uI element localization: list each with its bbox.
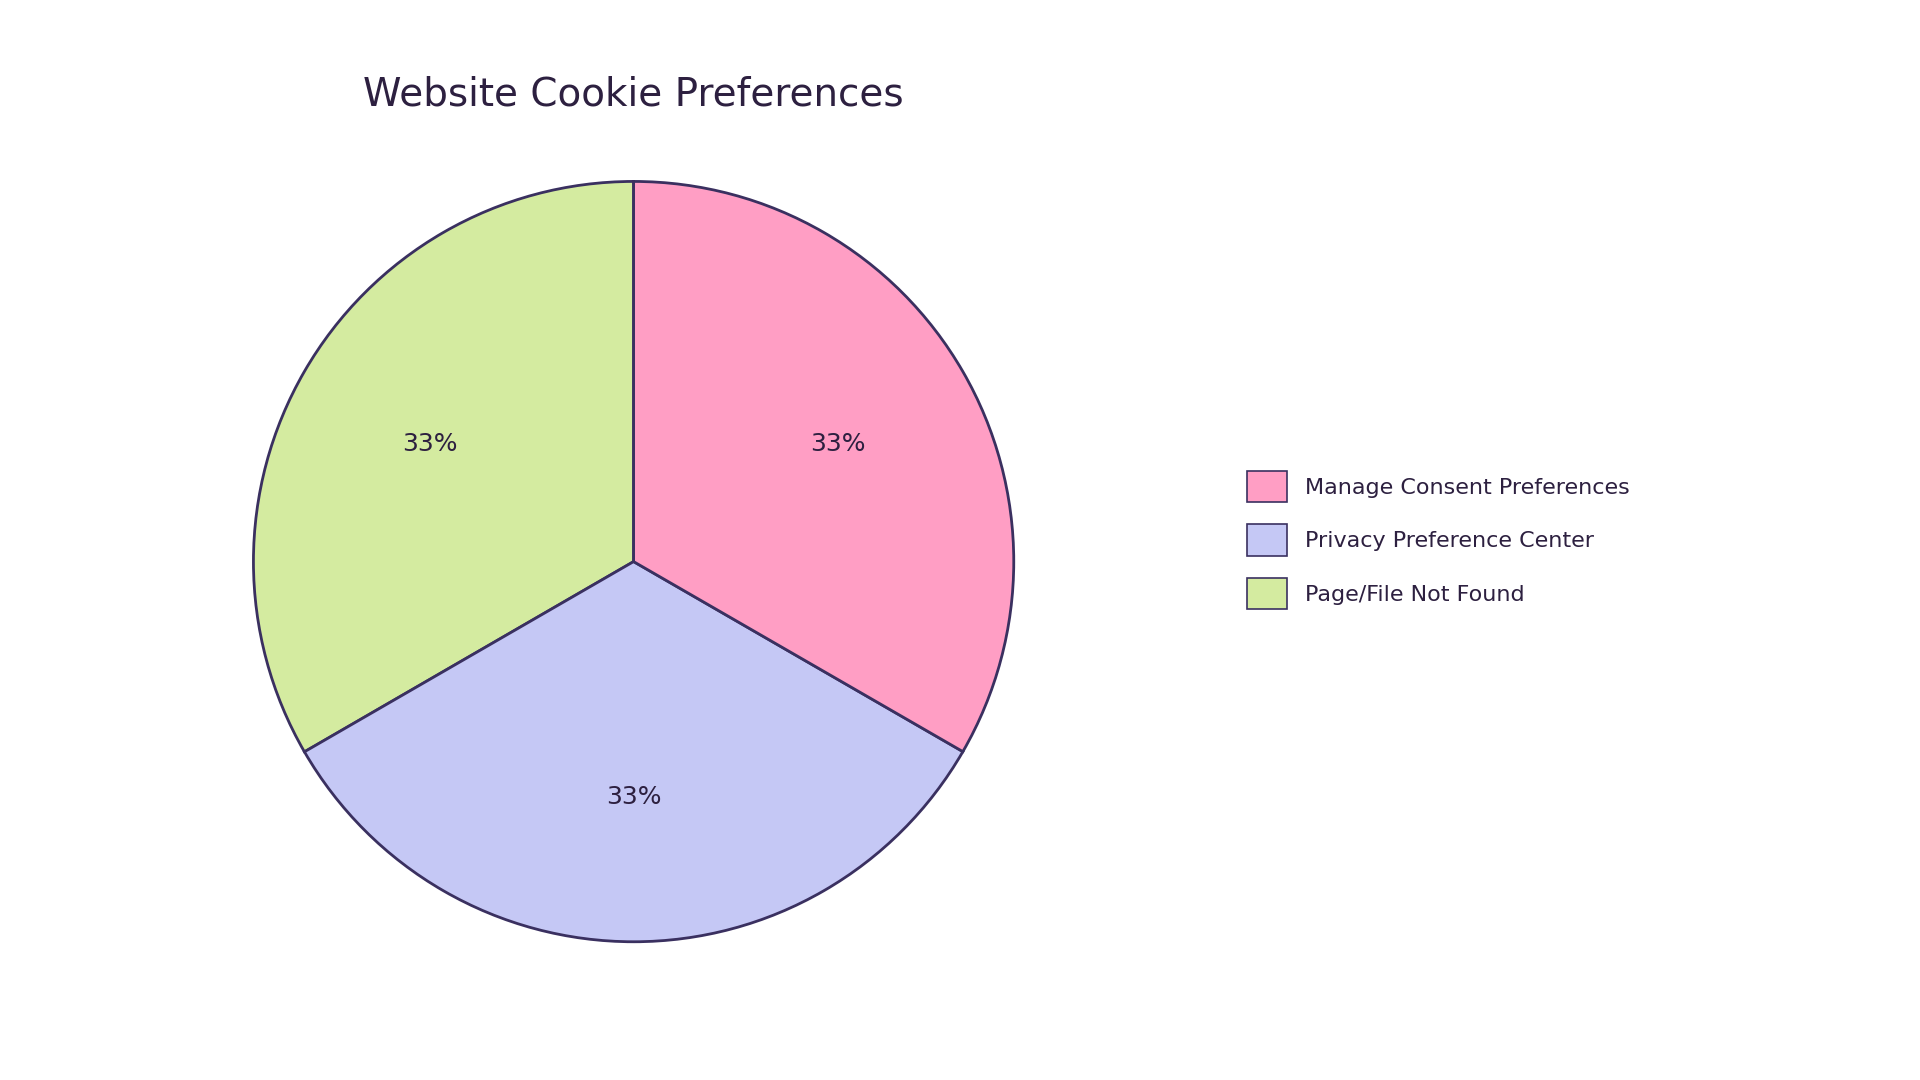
Wedge shape — [305, 562, 962, 942]
Legend: Manage Consent Preferences, Privacy Preference Center, Page/File Not Found: Manage Consent Preferences, Privacy Pref… — [1225, 448, 1651, 632]
Text: 33%: 33% — [401, 432, 457, 456]
Wedge shape — [253, 181, 634, 752]
Text: 33%: 33% — [607, 785, 660, 809]
Wedge shape — [634, 181, 1014, 752]
Text: 33%: 33% — [810, 432, 866, 456]
Text: Website Cookie Preferences: Website Cookie Preferences — [363, 76, 904, 113]
